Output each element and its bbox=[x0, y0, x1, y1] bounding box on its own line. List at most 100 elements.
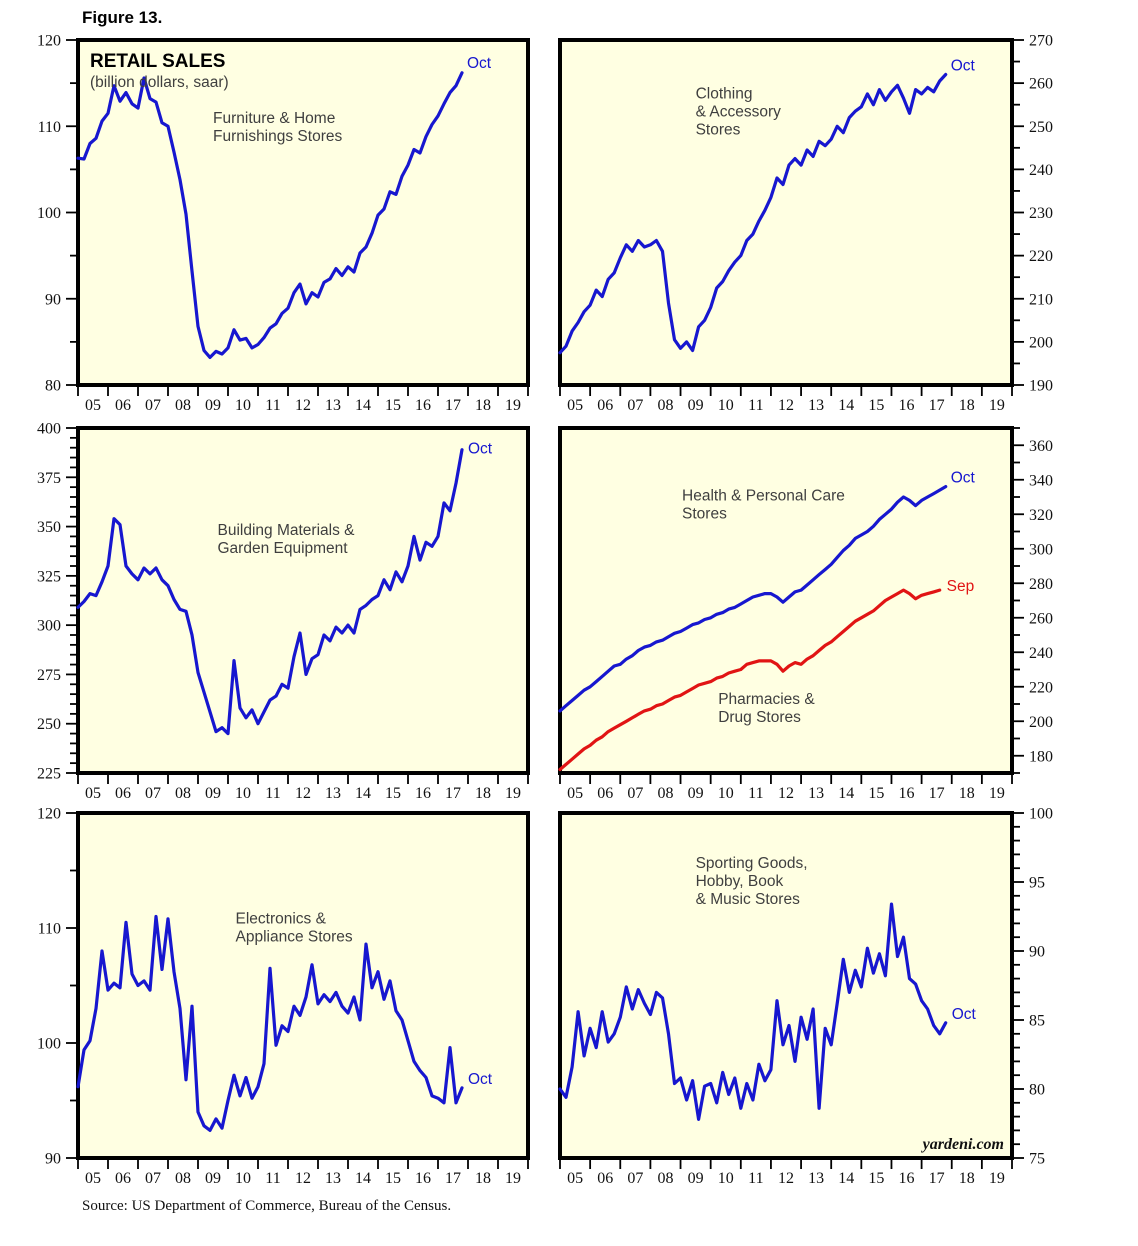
y-axis-tick-label: 250 bbox=[1029, 119, 1053, 136]
x-axis-year-label: 13 bbox=[808, 785, 824, 802]
x-axis-year-label: 17 bbox=[929, 397, 945, 414]
chart-caption: Health & Personal Care Stores bbox=[682, 487, 845, 522]
series-end-label: Oct bbox=[951, 470, 976, 487]
x-axis-year-label: 15 bbox=[868, 785, 884, 802]
chart-panel-3: 225 250 275 300 325 350 375 400 05 06 07 08 09 10 11 12… bbox=[37, 421, 530, 802]
y-axis-tick-label: 90 bbox=[45, 291, 61, 308]
y-axis-tick-label: 90 bbox=[1029, 944, 1045, 961]
chart-caption: Sporting Goods, Hobby, Book & Music Stores bbox=[696, 855, 808, 908]
x-axis-year-label: 12 bbox=[778, 1170, 794, 1187]
x-axis-year-label: 06 bbox=[115, 785, 131, 802]
y-axis-tick-label: 340 bbox=[1029, 472, 1053, 489]
x-axis-year-label: 10 bbox=[718, 397, 734, 414]
chart-caption-line: Sporting Goods, bbox=[696, 855, 808, 872]
chart-caption-line: Stores bbox=[696, 122, 741, 139]
y-axis-tick-label: 230 bbox=[1029, 205, 1053, 222]
x-axis-year-label: 09 bbox=[205, 397, 221, 414]
x-axis-year-label: 18 bbox=[959, 785, 975, 802]
x-axis-year-label: 05 bbox=[85, 785, 101, 802]
x-axis-year-label: 12 bbox=[778, 785, 794, 802]
x-axis-year-label: 08 bbox=[657, 1170, 673, 1187]
x-axis-year-label: 16 bbox=[415, 397, 431, 414]
chart-panel-5: 90 100 110 120 05 06 07 08 09 10 11 12 13 14 15 16 17 18 1… bbox=[37, 806, 530, 1187]
chart-frame bbox=[558, 811, 1014, 1160]
x-axis-year-label: 19 bbox=[989, 1170, 1005, 1187]
y-axis-tick-label: 225 bbox=[37, 766, 61, 783]
chart-caption: Building Materials & Garden Equipment bbox=[218, 522, 356, 557]
chart-caption-line: & Accessory bbox=[696, 104, 782, 121]
x-axis-year-label: 08 bbox=[175, 1170, 191, 1187]
chart-caption-line: Furnishings Stores bbox=[213, 128, 342, 145]
x-axis-year-label: 09 bbox=[688, 397, 704, 414]
x-axis-year-label: 13 bbox=[808, 1170, 824, 1187]
x-axis-year-label: 16 bbox=[899, 1170, 915, 1187]
x-axis-year-label: 11 bbox=[748, 785, 763, 802]
line-series-1 bbox=[76, 448, 464, 736]
figure-label: Figure 13. bbox=[82, 8, 163, 27]
line-series-1 bbox=[558, 485, 948, 713]
x-axis-year-label: 16 bbox=[415, 785, 431, 802]
chart-subtitle: (billion dollars, saar) bbox=[90, 74, 229, 91]
x-axis-year-label: 10 bbox=[718, 1170, 734, 1187]
x-axis-year-label: 08 bbox=[657, 785, 673, 802]
x-axis-year-label: 14 bbox=[355, 785, 371, 802]
source-note: Source: US Department of Commerce, Burea… bbox=[82, 1198, 452, 1214]
y-axis-tick-label: 275 bbox=[37, 667, 61, 684]
chart-panel-1: 80 90 100 110 120 05 06 07 08 09 10 11 12 13 14 15 16 17 1… bbox=[37, 33, 530, 414]
x-axis-year-label: 13 bbox=[325, 785, 341, 802]
chart-panel-4: 180 200 220 240 260 280 300 320 340 360 05 06 07 08 09… bbox=[558, 426, 1053, 802]
x-axis-year-label: 15 bbox=[385, 785, 401, 802]
x-axis-year-label: 05 bbox=[85, 1170, 101, 1187]
chart-title: RETAIL SALES bbox=[90, 51, 225, 72]
x-axis-year-label: 14 bbox=[355, 397, 371, 414]
chart-caption-line: Garden Equipment bbox=[218, 540, 349, 557]
chart-panel-6: 75 80 85 90 95 100 05 06 07 08 09 10 11 12 13 14 15 16 17 1… bbox=[558, 806, 1053, 1187]
x-axis-year-label: 17 bbox=[445, 785, 461, 802]
x-axis-year-label: 08 bbox=[175, 397, 191, 414]
chart-caption: Furniture & Home Furnishings Stores bbox=[213, 110, 342, 145]
x-axis-year-label: 05 bbox=[567, 1170, 583, 1187]
y-axis-tick-label: 100 bbox=[37, 1036, 61, 1053]
chart-caption-line: Clothing bbox=[696, 86, 753, 103]
x-axis-year-label: 18 bbox=[475, 397, 491, 414]
x-axis-year-label: 07 bbox=[627, 785, 643, 802]
line-series-1 bbox=[558, 902, 948, 1122]
watermark: yardeni.com bbox=[921, 1136, 1004, 1153]
y-axis-tick-label: 80 bbox=[45, 378, 61, 395]
y-axis-tick-label: 300 bbox=[1029, 541, 1053, 558]
y-axis-tick-label: 85 bbox=[1029, 1013, 1045, 1030]
x-axis-year-label: 14 bbox=[838, 1170, 854, 1187]
x-axis-year-label: 12 bbox=[295, 1170, 311, 1187]
chart-caption-line: Building Materials & bbox=[218, 522, 356, 539]
chart-caption-line: Health & Personal Care bbox=[682, 487, 845, 504]
chart-panel-2: 190 200 210 220 230 240 250 260 270 05 06 07 08 09 10 1… bbox=[558, 33, 1053, 414]
x-axis-year-label: 16 bbox=[899, 785, 915, 802]
y-axis-tick-label: 110 bbox=[38, 119, 61, 136]
chart-caption: Clothing & Accessory Stores bbox=[696, 86, 782, 139]
x-axis-year-label: 08 bbox=[175, 785, 191, 802]
x-axis-year-label: 10 bbox=[235, 1170, 251, 1187]
x-axis-year-label: 05 bbox=[567, 397, 583, 414]
chart-frame bbox=[76, 811, 530, 1160]
chart-caption-line: & Music Stores bbox=[696, 891, 800, 908]
x-axis-year-label: 06 bbox=[115, 1170, 131, 1187]
y-axis-tick-label: 110 bbox=[38, 921, 61, 938]
chart-caption: Electronics & Appliance Stores bbox=[236, 910, 353, 945]
x-axis-year-label: 19 bbox=[989, 397, 1005, 414]
y-axis-tick-label: 100 bbox=[1029, 806, 1053, 823]
chart-caption-line: Drug Stores bbox=[718, 709, 801, 726]
y-axis-tick-label: 240 bbox=[1029, 162, 1053, 179]
x-axis-year-label: 15 bbox=[868, 397, 884, 414]
chart-frame bbox=[76, 38, 530, 387]
x-axis-year-label: 11 bbox=[265, 397, 280, 414]
chart-caption: Pharmacies & Drug Stores bbox=[718, 691, 815, 726]
chart-frame bbox=[76, 426, 530, 775]
y-axis-tick-label: 400 bbox=[37, 421, 61, 438]
x-axis-year-label: 08 bbox=[657, 397, 673, 414]
x-axis-year-label: 09 bbox=[205, 1170, 221, 1187]
x-axis-year-label: 11 bbox=[265, 785, 280, 802]
x-axis-year-label: 18 bbox=[475, 785, 491, 802]
y-axis-tick-label: 260 bbox=[1029, 610, 1053, 627]
